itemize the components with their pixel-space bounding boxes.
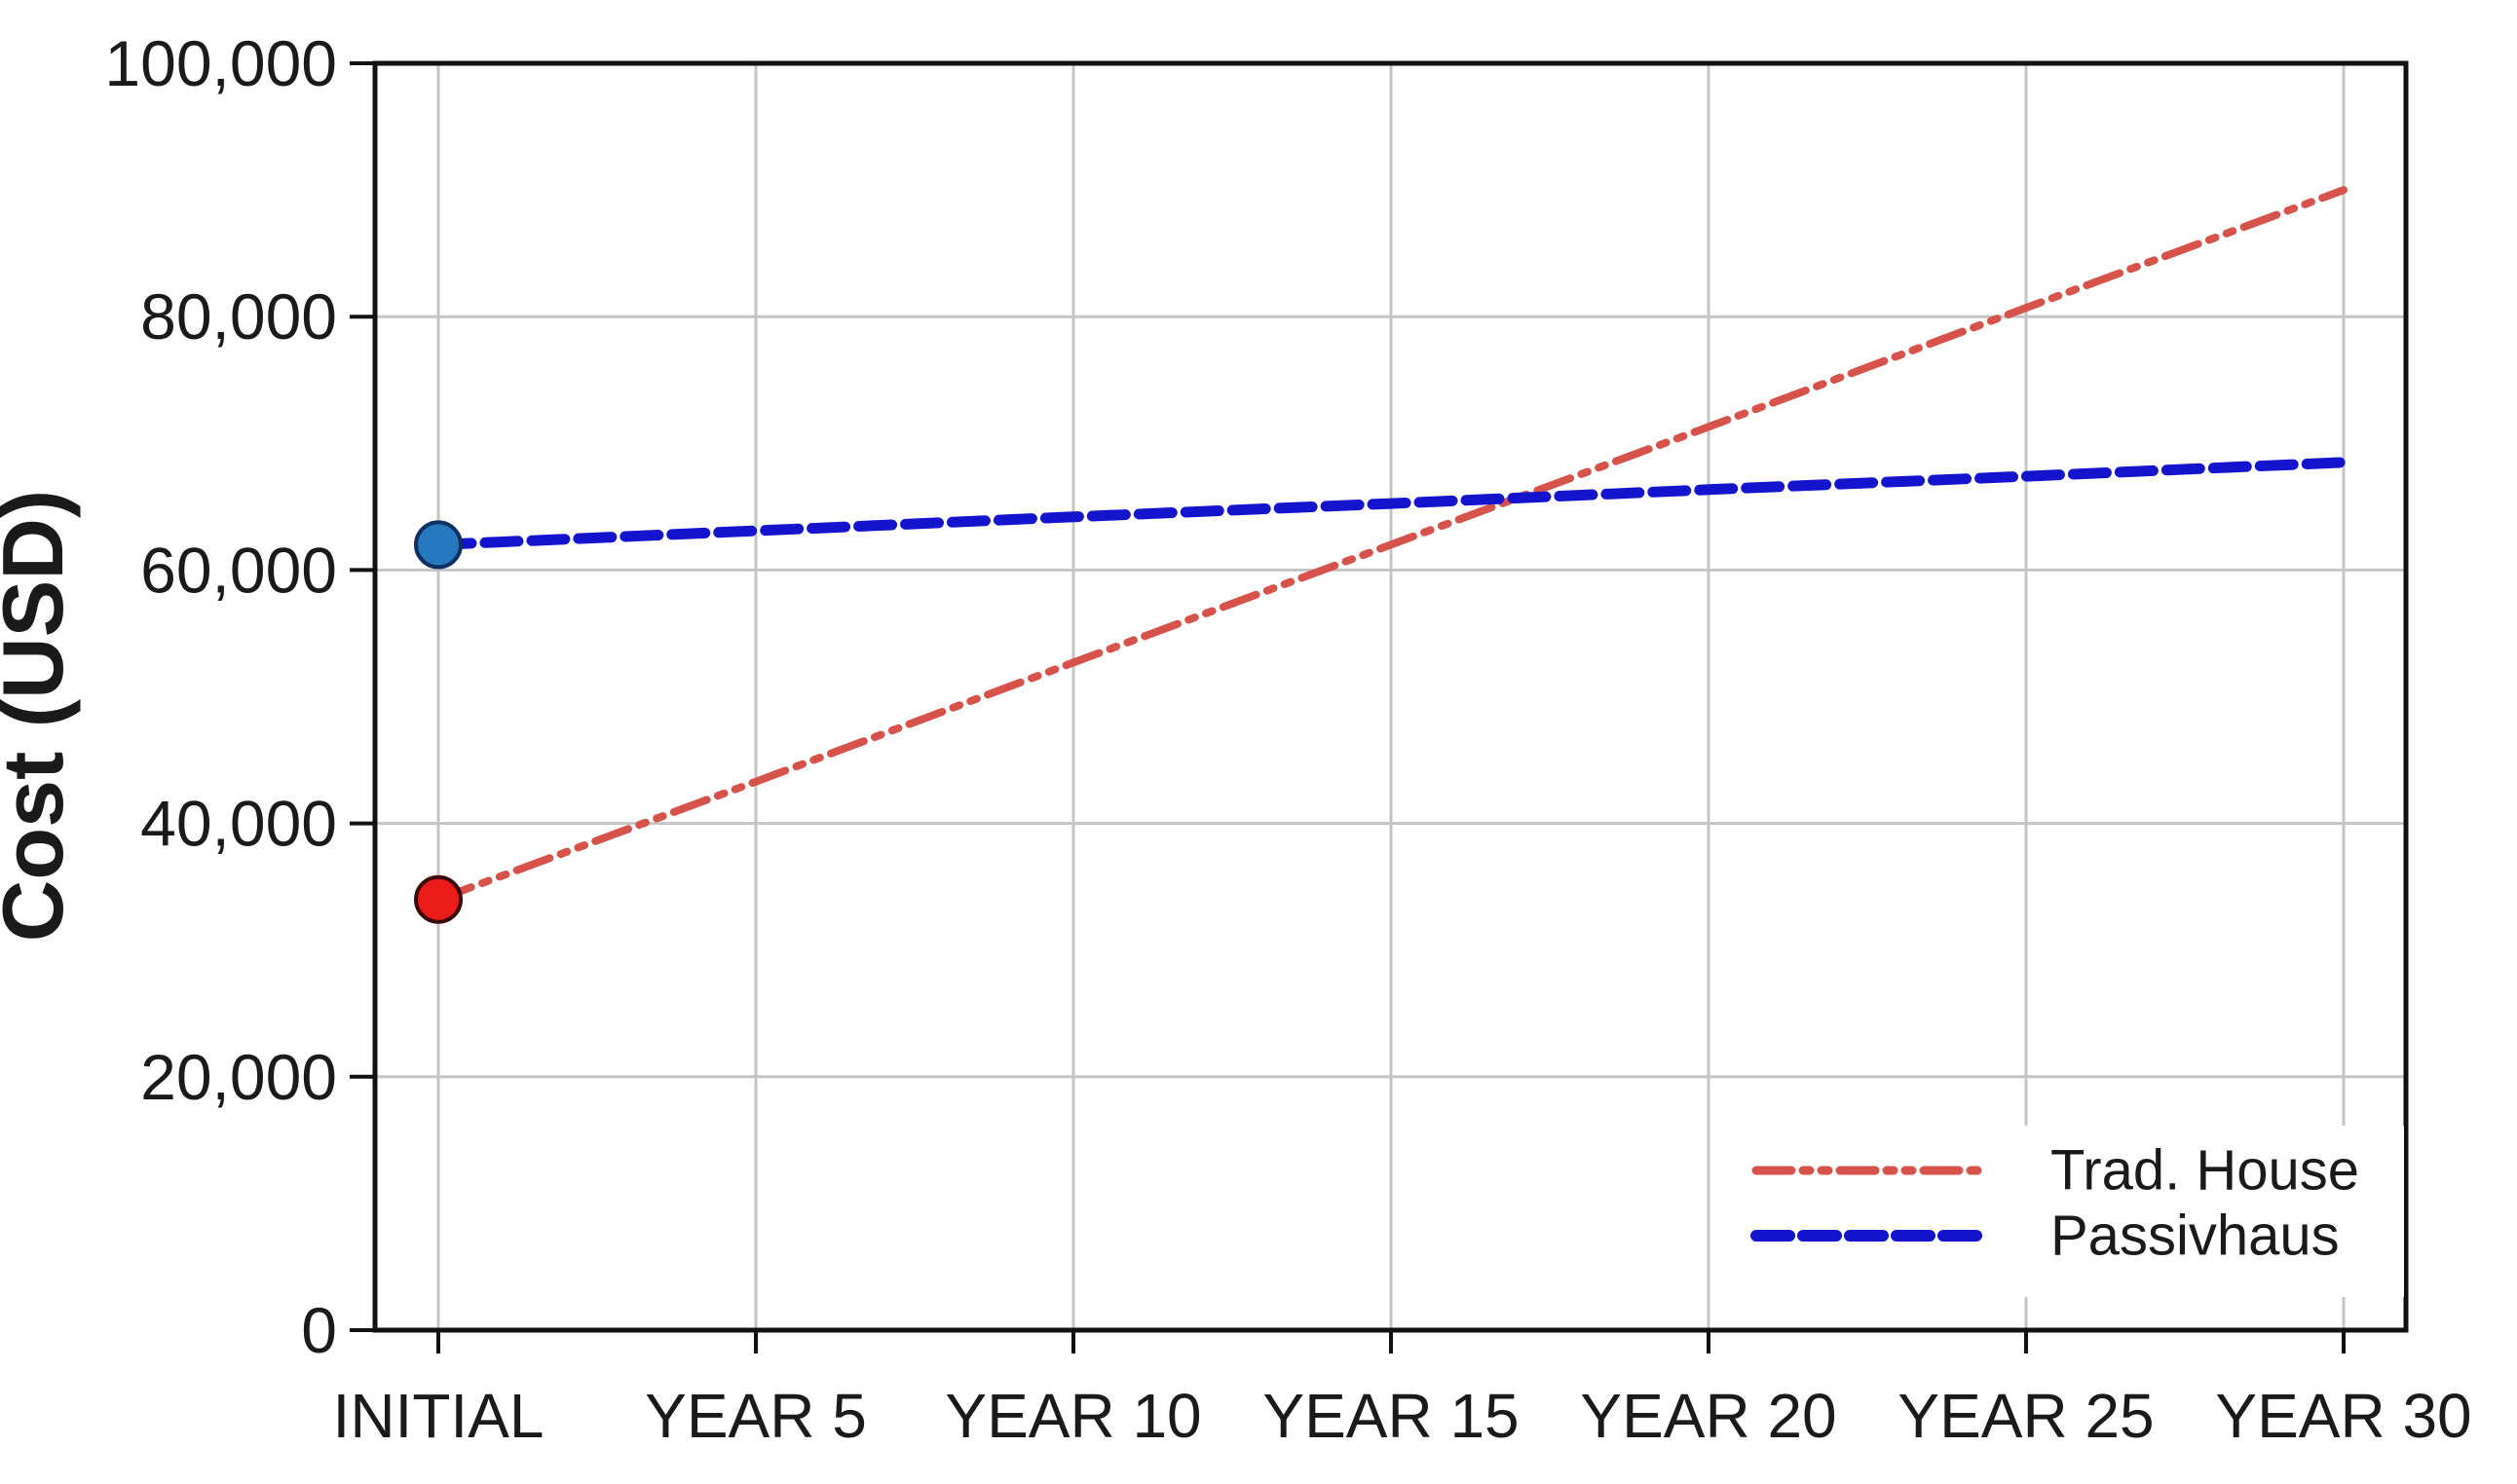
series-markers-group <box>414 520 463 924</box>
series-line-passivhaus <box>432 457 2349 550</box>
gridlines-group <box>375 63 2406 1330</box>
legend-label-trad-house: Trad. House <box>2050 1139 2359 1203</box>
x-tick-label: YEAR 15 <box>1262 1381 1519 1451</box>
tick-marks-group <box>350 61 2346 1354</box>
y-tick-label: 80,000 <box>140 280 337 352</box>
y-tick-label: 100,000 <box>104 27 337 99</box>
tick-labels-group: 0 20,000 40,000 60,000 80,000 100,000 INITIAL Y… <box>104 27 2471 1451</box>
x-tick-label: YEAR 10 <box>945 1381 1201 1451</box>
series-lines-group <box>432 186 2349 904</box>
x-tick-label: YEAR 20 <box>1580 1381 1836 1451</box>
y-tick-label: 20,000 <box>140 1041 337 1113</box>
y-tick-label: 40,000 <box>140 788 337 860</box>
series-marker-passivhaus <box>414 520 463 570</box>
series-line-trad-house <box>434 186 2348 904</box>
legend-label-passivhaus: Passivhaus <box>2050 1205 2340 1268</box>
legend-background <box>1736 1126 2404 1297</box>
y-tick-label: 60,000 <box>140 534 337 606</box>
x-tick-label: YEAR 25 <box>1897 1381 2154 1451</box>
y-tick-label: 0 <box>301 1294 337 1366</box>
series-marker-trad-house <box>414 874 463 924</box>
x-tick-label: YEAR 30 <box>2215 1381 2471 1451</box>
y-axis-title: Cost (USD) <box>0 490 81 942</box>
x-tick-label: INITIAL <box>333 1381 545 1451</box>
x-tick-label: YEAR 5 <box>645 1381 867 1451</box>
